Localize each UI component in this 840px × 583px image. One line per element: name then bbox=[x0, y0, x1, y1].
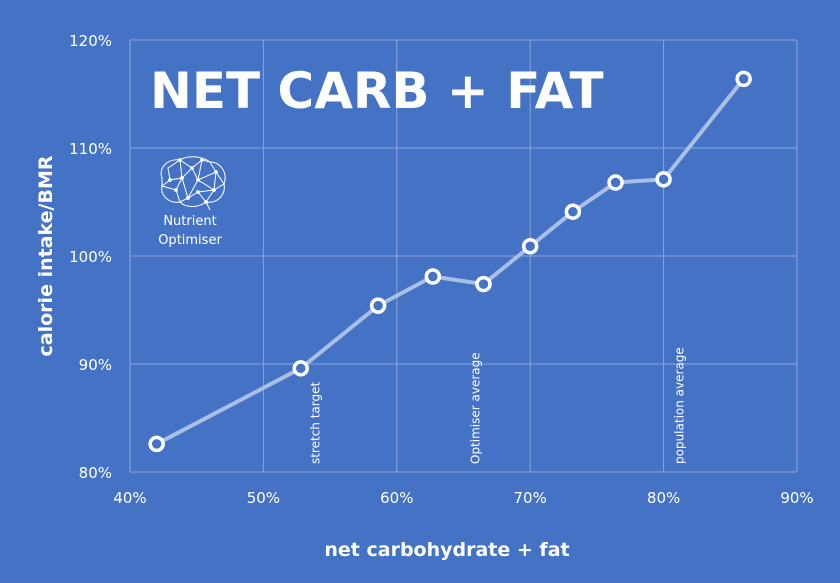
data-point bbox=[475, 275, 492, 293]
annotations: stretch target Optimiser average populatio… bbox=[308, 347, 686, 464]
x-tick-label: 70% bbox=[514, 489, 547, 507]
y-tick-label: 110% bbox=[69, 140, 112, 158]
series-line bbox=[155, 77, 746, 446]
y-tick-label: 80% bbox=[79, 464, 112, 482]
y-tick-label: 100% bbox=[69, 248, 112, 266]
y-axis: 80% 90% 100% 110% 120% bbox=[69, 32, 112, 482]
brain-network-icon bbox=[160, 156, 226, 211]
chart-title: NET CARB + FAT bbox=[150, 62, 604, 120]
logo: Nutrient Optimiser bbox=[158, 156, 226, 248]
series bbox=[148, 70, 752, 453]
data-point bbox=[521, 238, 539, 255]
data-point bbox=[607, 174, 624, 191]
data-point bbox=[424, 268, 442, 285]
logo-line-1: Nutrient bbox=[163, 214, 216, 229]
data-point bbox=[369, 297, 387, 314]
annotation-label: population average bbox=[673, 347, 687, 464]
data-point bbox=[292, 360, 310, 377]
annotation-label: stretch target bbox=[308, 381, 322, 464]
logo-line-2: Optimiser bbox=[158, 233, 222, 248]
x-axis: 40% 50% 60% 70% 80% 90% bbox=[113, 489, 813, 507]
x-tick-label: 80% bbox=[647, 489, 680, 507]
x-tick-label: 60% bbox=[380, 489, 413, 507]
x-tick-label: 50% bbox=[247, 489, 280, 507]
data-point bbox=[148, 435, 165, 453]
data-point bbox=[655, 171, 672, 188]
y-tick-label: 90% bbox=[79, 356, 112, 374]
data-point bbox=[564, 203, 582, 220]
x-axis-title: net carbohydrate + fat bbox=[324, 539, 569, 561]
y-axis-title: calorie intake/BMR bbox=[35, 155, 57, 356]
x-tick-label: 90% bbox=[780, 489, 813, 507]
grid bbox=[129, 39, 798, 473]
x-tick-label: 40% bbox=[113, 489, 146, 507]
y-tick-label: 120% bbox=[69, 32, 112, 50]
data-point bbox=[735, 70, 752, 88]
annotation-label: Optimiser average bbox=[469, 352, 483, 464]
